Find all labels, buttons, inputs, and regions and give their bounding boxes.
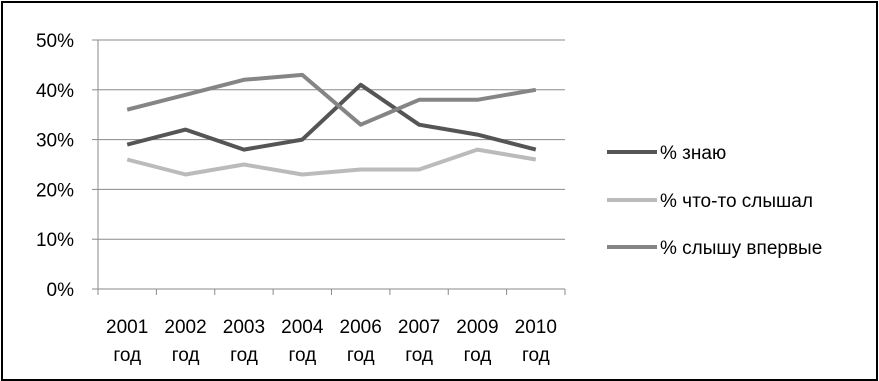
y-tick-label: 10% [36, 230, 74, 251]
series-line-3 [126, 72, 537, 127]
y-tick-label: 40% [36, 81, 74, 102]
x-tick-label: 2003 год [223, 317, 265, 366]
x-tick-label: 2001 год [106, 317, 148, 366]
x-tick-label: 2004 год [281, 317, 324, 366]
x-tick-label: 2006 год [340, 317, 382, 366]
x-tick-label: 2007 год [398, 317, 440, 366]
series-line-1 [126, 82, 537, 152]
y-tick-label: 0% [47, 280, 75, 301]
x-tick-label: 2002 год [164, 317, 206, 366]
legend-label: % знаю [660, 143, 726, 164]
x-tick-label: 2009 год [456, 317, 498, 366]
x-axis-tick-labels: 2001 год 2002 год 2003 год 2004 год 2006 год 2007 г… [106, 317, 557, 366]
legend: % знаю % что-то слышал % слышу впервые [607, 143, 822, 259]
y-tick-label: 50% [36, 31, 74, 52]
series-line-2 [126, 147, 537, 177]
x-tick-label: 2010 год [515, 317, 557, 366]
gridlines [98, 39, 565, 240]
y-tick-label: 20% [36, 180, 74, 201]
legend-label: % слышу впервые [660, 238, 822, 259]
series-lines [126, 72, 537, 177]
axes [92, 39, 566, 295]
legend-label: % что-то слышал [660, 191, 813, 212]
y-axis-tick-labels: 0% 10% 20% 30% 40% 50% [36, 31, 74, 301]
y-tick-label: 30% [36, 131, 74, 152]
